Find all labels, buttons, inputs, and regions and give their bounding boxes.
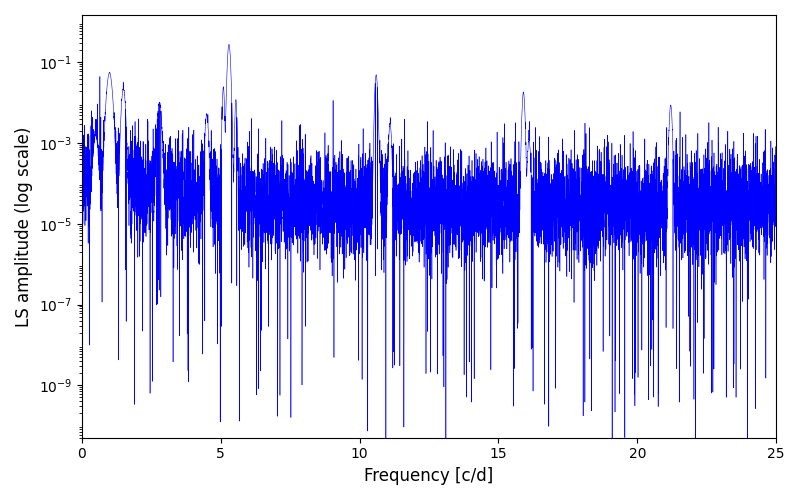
X-axis label: Frequency [c/d]: Frequency [c/d]	[364, 467, 494, 485]
Y-axis label: LS amplitude (log scale): LS amplitude (log scale)	[15, 126, 33, 326]
